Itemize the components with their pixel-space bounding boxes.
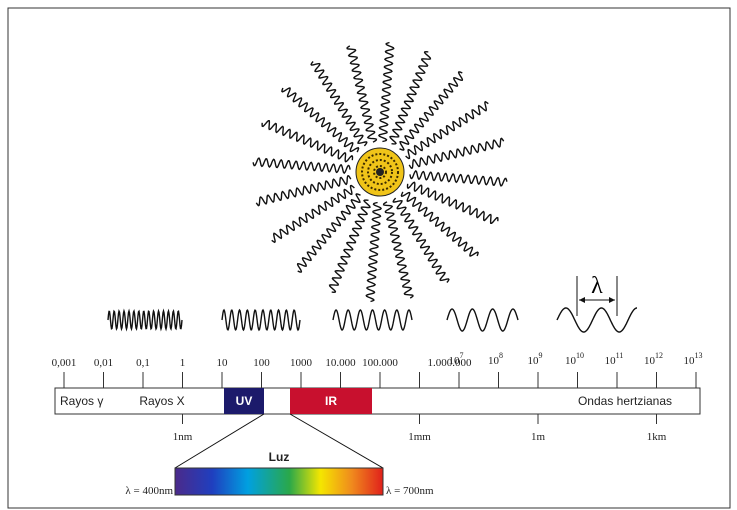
ray [296, 193, 361, 273]
ray [310, 61, 368, 147]
ray [252, 157, 351, 175]
zoom-line [174, 413, 265, 469]
ray [365, 201, 382, 303]
length-label: 1m [531, 431, 546, 443]
wavelength-marker: λ [576, 273, 618, 316]
band-label: Rayos X [139, 394, 184, 408]
power-exp: 10 [576, 351, 584, 360]
ray [406, 181, 499, 224]
sun-ring [361, 153, 399, 191]
scale-label: 100.000 [362, 357, 398, 369]
power-label: 1010 [565, 351, 584, 367]
ray [382, 201, 414, 299]
ray [346, 45, 378, 143]
scale-label: 0,1 [136, 357, 150, 369]
light-min: λ = 400nm [125, 485, 173, 497]
power-exp: 13 [695, 351, 703, 360]
power-label: 1011 [605, 351, 624, 367]
wave [332, 309, 413, 331]
power-base: 10 [684, 355, 696, 367]
power-exp: 7 [460, 351, 464, 360]
wave [446, 308, 519, 332]
visible-spectrum [174, 467, 384, 496]
length-label: 1mm [408, 431, 431, 443]
scale: 0,001 0,01 0,1 1 10 100 1000 10.000 100.000 1.000… [52, 351, 703, 443]
wave-row [107, 307, 637, 333]
scale-label: 1000 [290, 357, 313, 369]
ray [389, 50, 432, 145]
wave [107, 308, 183, 332]
power-label: 1013 [684, 351, 703, 367]
ray [405, 100, 489, 160]
light-title: Luz [269, 450, 290, 464]
scale-label: 0,001 [52, 357, 77, 369]
power-exp: 8 [499, 351, 503, 360]
ray [399, 71, 464, 151]
radiation-star [252, 41, 508, 303]
ray [409, 169, 508, 187]
power-base: 10 [565, 355, 577, 367]
ray [408, 137, 505, 169]
spectrum-bar [54, 387, 701, 415]
power-label: 108 [488, 351, 503, 367]
scale-label: 1 [180, 357, 186, 369]
ray [261, 120, 354, 163]
ray [271, 184, 355, 244]
scale-label: 10.000 [325, 357, 356, 369]
scale-label: 100 [253, 357, 270, 369]
frame [7, 7, 731, 509]
power-label: 107 [449, 351, 464, 367]
band-label: IR [325, 394, 337, 408]
power-base: 10 [644, 355, 656, 367]
ray [328, 199, 371, 294]
power-label: 1012 [644, 351, 663, 367]
length-label: 1nm [173, 431, 193, 443]
sun-ring [367, 159, 393, 185]
power-exp: 11 [616, 351, 624, 360]
ray [378, 41, 395, 143]
length-label: 1km [647, 431, 667, 443]
light-max: λ = 700nm [386, 485, 434, 497]
uv-band [224, 388, 264, 414]
sun-core [376, 168, 384, 176]
power-label: 109 [528, 351, 543, 367]
ray [392, 197, 450, 283]
band-label: UV [236, 394, 253, 408]
wave [556, 307, 637, 333]
sun-ring [373, 165, 387, 179]
power-base: 10 [605, 355, 617, 367]
ir-band [290, 388, 372, 414]
power-base: 10 [449, 355, 461, 367]
power-base: 10 [488, 355, 500, 367]
band-label: Ondas hertzianas [578, 394, 672, 408]
ray [255, 175, 352, 207]
ray [400, 191, 479, 257]
power-exp: 9 [539, 351, 543, 360]
band-label: Rayos γ [60, 394, 103, 408]
power-base: 10 [528, 355, 540, 367]
power-exp: 12 [655, 351, 663, 360]
wave [221, 308, 301, 332]
scale-label: 0,01 [94, 357, 113, 369]
ray [281, 87, 360, 153]
scale-label: 10 [217, 357, 229, 369]
lambda-symbol: λ [591, 273, 603, 299]
scale-label: 1.000.000 [428, 357, 473, 369]
zoom-line [289, 413, 384, 469]
